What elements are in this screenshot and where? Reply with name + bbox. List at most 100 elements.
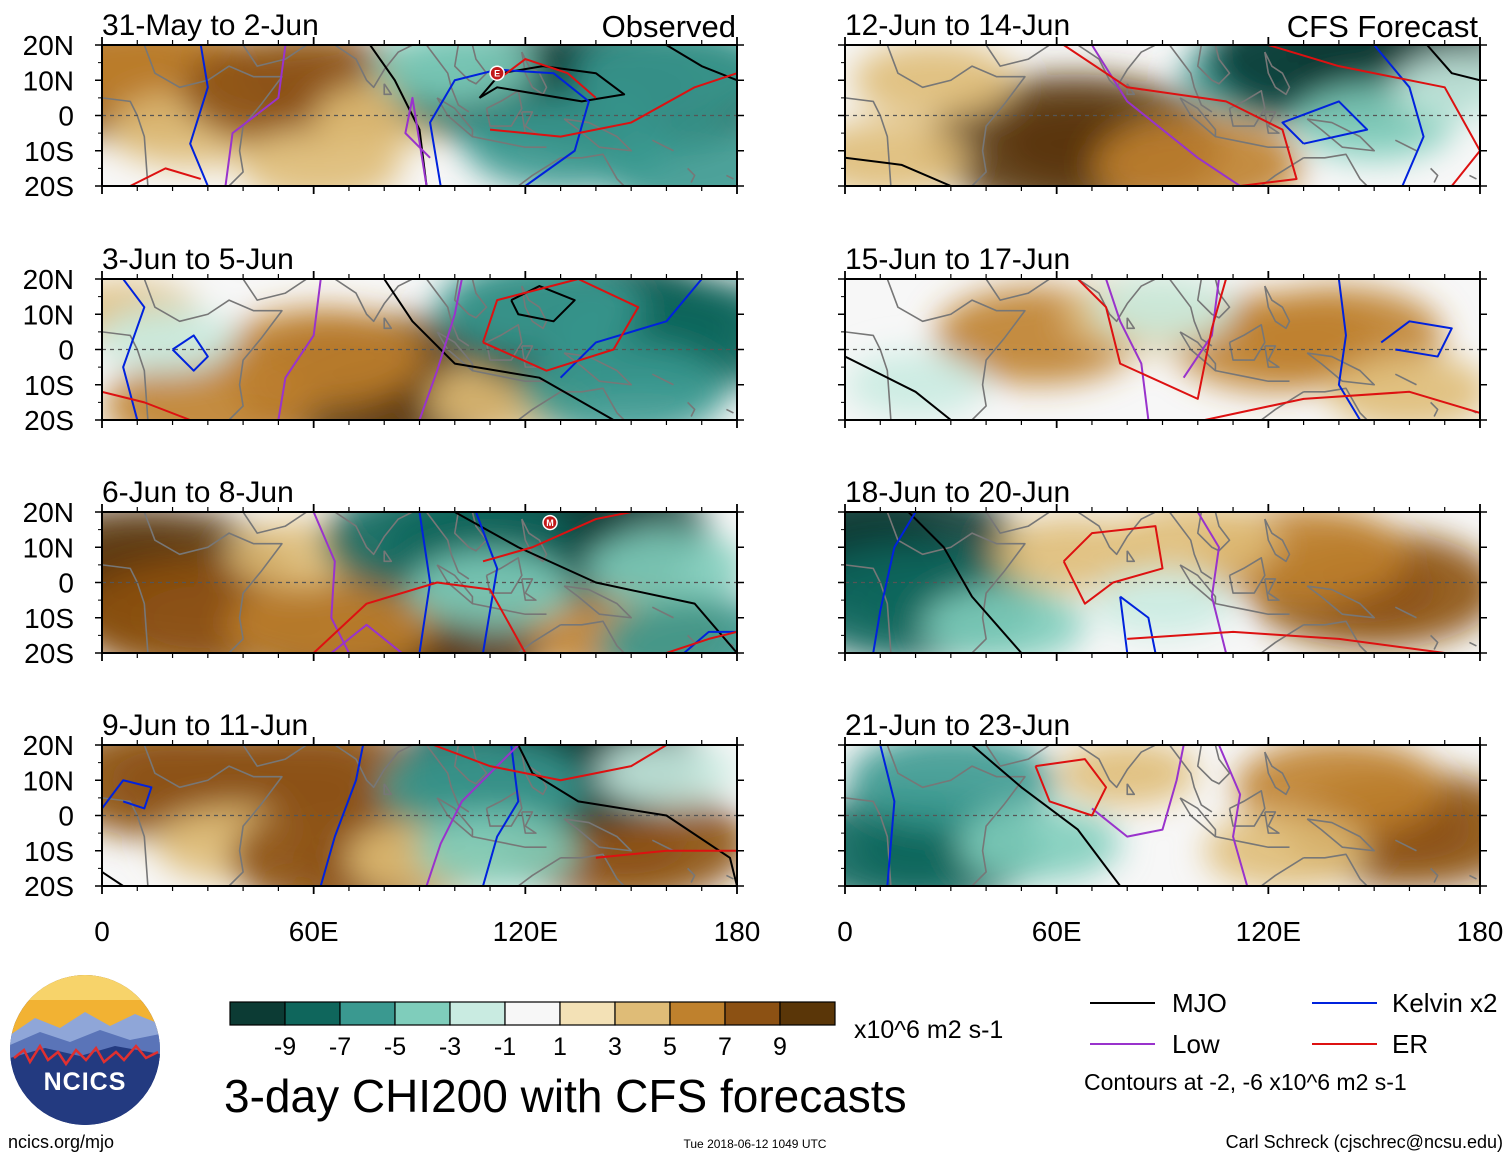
coastline xyxy=(242,279,308,301)
coastline xyxy=(1215,135,1290,149)
anomaly-blob xyxy=(1327,353,1480,420)
coastline xyxy=(1126,783,1136,796)
coastline xyxy=(1168,279,1213,347)
coastline xyxy=(1394,373,1417,386)
coastlines xyxy=(845,279,1477,420)
colorbar-swatch xyxy=(504,1001,561,1026)
coastline xyxy=(1306,585,1375,619)
er-contour xyxy=(482,512,632,563)
panel-title: 3-Jun to 5-Jun xyxy=(102,243,294,276)
y-tick-label: 0 xyxy=(58,335,74,366)
coastline xyxy=(1179,564,1217,605)
coastline xyxy=(143,45,283,186)
coastline xyxy=(1260,620,1368,653)
coastline xyxy=(726,408,734,414)
anomaly-blob xyxy=(520,343,729,420)
map-panel xyxy=(102,745,737,886)
y-tick-label: 0 xyxy=(58,101,74,132)
y-tick-label: 20S xyxy=(24,871,74,902)
y-tick-label: 10S xyxy=(24,836,74,867)
y-tick-label: 10S xyxy=(24,136,74,167)
coastline xyxy=(1430,634,1439,650)
colorbar-tick-label: 5 xyxy=(663,1033,677,1061)
coastline xyxy=(242,512,308,534)
figure-title: 3-day CHI200 with CFS forecasts xyxy=(224,1070,907,1122)
coastline xyxy=(563,585,632,619)
coastline xyxy=(1394,139,1417,152)
kelvin-contour xyxy=(122,279,146,420)
y-tick-label: 20N xyxy=(23,30,74,61)
y-tick-label: 20N xyxy=(23,497,74,528)
low-contour xyxy=(1105,279,1150,420)
kelvin-contour xyxy=(418,512,432,653)
kelvin-contour xyxy=(872,512,917,653)
panels-layer: EM xyxy=(102,45,1480,886)
mjo-contour xyxy=(971,745,1121,886)
coastline xyxy=(453,512,488,552)
coastline xyxy=(472,835,547,849)
colorbar-swatch xyxy=(669,1001,726,1026)
anomaly-blob xyxy=(102,305,236,372)
anomaly-blob xyxy=(957,805,1121,882)
er-contour xyxy=(102,390,191,420)
mjo-contour xyxy=(383,279,615,420)
website-link[interactable]: ncics.org/mjo xyxy=(8,1132,114,1152)
coastline xyxy=(1260,153,1368,186)
kelvin-contour xyxy=(1380,320,1453,358)
y-tick-label: 0 xyxy=(58,568,74,599)
coastline xyxy=(472,135,547,149)
anomaly-blob xyxy=(604,123,737,186)
panel-title: 18-Jun to 20-Jun xyxy=(845,476,1070,509)
coastline xyxy=(1196,279,1231,319)
colorbar-tick-label: -3 xyxy=(439,1033,461,1061)
anomaly-core xyxy=(250,748,377,812)
mjo-contour xyxy=(1426,45,1480,82)
map-panel xyxy=(845,512,1480,653)
coastline xyxy=(1077,512,1156,556)
map-panel xyxy=(845,745,1480,886)
coastline xyxy=(334,745,413,789)
author-credit: Carl Schreck (cjschrec@ncsu.edu) xyxy=(1226,1132,1503,1152)
colorbar-swatch xyxy=(284,1001,341,1026)
map-panel xyxy=(102,279,737,420)
y-tick-label: 20S xyxy=(24,171,74,202)
er-contour xyxy=(482,279,640,372)
coastline xyxy=(1430,867,1439,883)
low-contour xyxy=(1091,745,1185,838)
coastline xyxy=(517,387,625,420)
anomaly-blob xyxy=(845,351,986,418)
map-panel xyxy=(845,279,1480,420)
low-contour xyxy=(425,745,519,886)
coastline xyxy=(521,811,537,834)
colorbar-swatch xyxy=(339,1001,396,1026)
coastline xyxy=(1126,550,1136,563)
panel-title: 31-May to 2-Jun xyxy=(102,9,319,42)
map-panel xyxy=(845,45,1480,186)
er-contour xyxy=(1127,630,1445,653)
colorbar-tick-label: 7 xyxy=(718,1033,732,1061)
mjo-phase-marker xyxy=(542,514,558,531)
coastline xyxy=(687,867,696,883)
low-contour xyxy=(1091,45,1241,186)
low-contour xyxy=(312,512,350,653)
coastline xyxy=(985,279,1051,301)
panel-title: 21-Jun to 23-Jun xyxy=(845,709,1070,742)
er-contour xyxy=(312,581,527,653)
coastline xyxy=(521,285,548,330)
colorbar-swatch xyxy=(559,1001,616,1026)
coastline xyxy=(1260,853,1368,886)
coastline xyxy=(1469,874,1477,880)
coastline xyxy=(1196,45,1231,85)
y-tick-label: 0 xyxy=(58,801,74,832)
coastline xyxy=(1430,401,1439,417)
coastlines xyxy=(845,45,1477,186)
coastline xyxy=(1469,641,1477,647)
kelvin-contour xyxy=(1373,45,1425,186)
low-contour xyxy=(404,96,431,186)
kelvin-contour xyxy=(683,630,737,653)
coastline xyxy=(886,279,1026,420)
coastline xyxy=(985,45,1051,67)
mjo-contour xyxy=(665,45,737,82)
forecast-label: CFS Forecast xyxy=(1287,9,1479,44)
coastline xyxy=(1394,839,1417,852)
